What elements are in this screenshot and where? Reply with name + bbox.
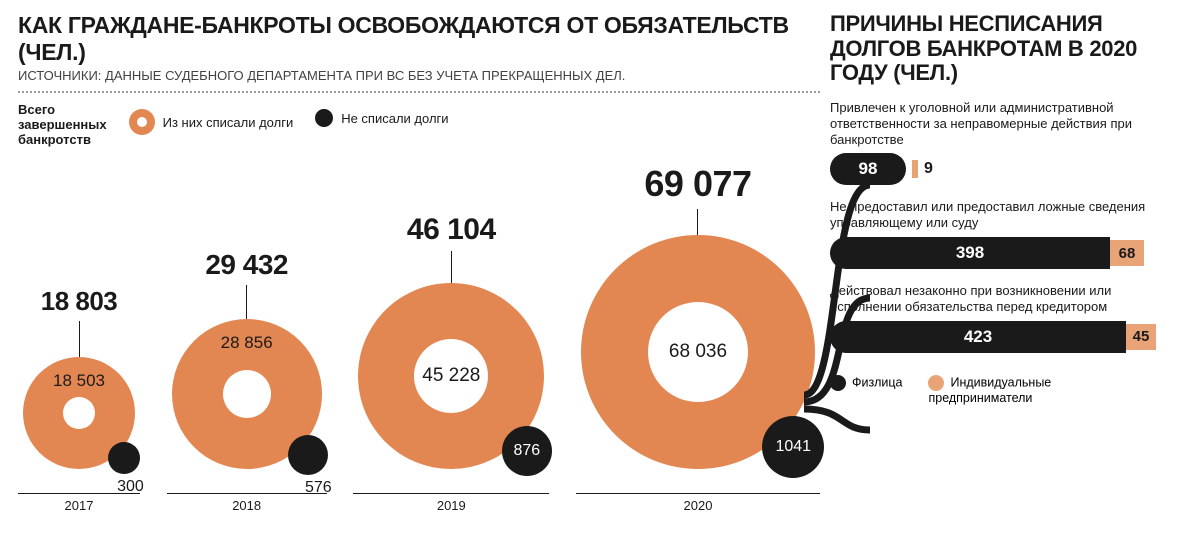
orange-dot-icon [928, 375, 944, 391]
subtitle: ИСТОЧНИКИ: ДАННЫЕ СУДЕБНОГО ДЕПАРТАМЕНТА… [18, 68, 820, 83]
reason-block: Привлечен к уголовной или административн… [830, 100, 1182, 186]
total-value: 29 432 [167, 249, 327, 281]
axis-tick [79, 321, 80, 357]
reason-block: Не предоставил или предоставил ложные св… [830, 199, 1182, 269]
legend-entrepreneur-label: Индивидуальные предприниматели [928, 375, 1051, 405]
written-value: 18 503 [53, 371, 105, 391]
axis-tick [451, 251, 452, 283]
reason-bar: 98 9 [830, 153, 1182, 185]
legend-entrepreneur: Индивидуальные предприниматели [928, 375, 1078, 405]
not-written-bubble [108, 442, 140, 474]
bar-entrepreneur [912, 160, 918, 178]
bar-entrepreneur: 45 [1126, 324, 1156, 350]
legend-individual-label: Физлица [852, 375, 902, 389]
reason-bar: 39868 [830, 237, 1182, 269]
year-label: 2017 [18, 493, 140, 513]
legend-individual: Физлица [830, 375, 902, 405]
total-value: 46 104 [353, 213, 549, 247]
year-label: 2019 [353, 493, 549, 513]
bar-entrepreneur: 68 [1110, 240, 1144, 266]
year-column: 46 10445 2288762019 [353, 213, 549, 513]
dotted-rule [18, 91, 820, 93]
right-title: ПРИЧИНЫ НЕСПИСАНИЯ ДОЛГОВ БАНКРОТАМ В 20… [830, 12, 1182, 86]
legend-item-not-written: Не списали долги [315, 109, 448, 127]
axis-tick [697, 209, 698, 235]
left-panel: КАК ГРАЖДАНЕ-БАНКРОТЫ ОСВОБОЖДАЮТСЯ ОТ О… [0, 0, 830, 535]
written-value: 28 856 [221, 333, 273, 353]
legend-item-written: Из них списали долги [129, 109, 294, 135]
reason-block: Действовал незаконно при возникновении и… [830, 283, 1182, 353]
charts-row: 18 80318 503300201729 43228 856576201846… [18, 158, 820, 513]
not-written-value: 300 [117, 478, 144, 496]
donut-chart: 28 856576 [172, 319, 322, 469]
total-value: 18 803 [18, 286, 140, 317]
not-written-bubble: 1041 [762, 416, 824, 478]
reason-text: Привлечен к уголовной или административн… [830, 100, 1182, 148]
donut-icon [129, 109, 155, 135]
written-value: 45 228 [422, 365, 480, 387]
bar-individual: 423 [830, 321, 1126, 353]
total-value: 69 077 [576, 163, 820, 205]
entrepreneur-value: 9 [924, 160, 933, 178]
main-title: КАК ГРАЖДАНЕ-БАНКРОТЫ ОСВОБОЖДАЮТСЯ ОТ О… [18, 12, 820, 66]
axis-tick [246, 285, 247, 319]
year-column: 29 432 28 856576 2018 [167, 249, 327, 513]
year-label: 2020 [576, 493, 820, 513]
black-dot-icon [315, 109, 333, 127]
donut-chart: 68 0361041 [581, 235, 815, 469]
legend-written-label: Из них списали долги [163, 115, 294, 130]
bar-individual: 98 [830, 153, 906, 185]
reason-text: Действовал незаконно при возникновении и… [830, 283, 1182, 315]
reasons-container: Привлечен к уголовной или административн… [830, 100, 1182, 353]
year-column: 69 077 68 0361041 2020 [576, 163, 820, 513]
right-legend: Физлица Индивидуальные предприниматели [830, 375, 1182, 405]
not-written-value: 576 [305, 479, 332, 497]
reason-bar: 42345 [830, 321, 1182, 353]
legend-row: Всегозавершенныхбанкротств Из них списал… [18, 103, 820, 148]
year-column: 18 803 18 503300 2017 [18, 286, 140, 513]
legend-not-written-label: Не списали долги [341, 111, 448, 126]
right-panel: ПРИЧИНЫ НЕСПИСАНИЯ ДОЛГОВ БАНКРОТАМ В 20… [830, 0, 1200, 535]
donut-chart: 45 228876 [358, 283, 544, 469]
black-dot-icon [830, 375, 846, 391]
reason-text: Не предоставил или предоставил ложные св… [830, 199, 1182, 231]
bar-individual: 398 [830, 237, 1110, 269]
donut-chart: 18 503300 [23, 357, 135, 469]
legend-total-label: Всегозавершенныхбанкротств [18, 103, 107, 148]
written-value: 68 036 [669, 341, 727, 363]
not-written-bubble [288, 435, 328, 475]
not-written-bubble: 876 [502, 426, 552, 476]
year-label: 2018 [167, 493, 327, 513]
